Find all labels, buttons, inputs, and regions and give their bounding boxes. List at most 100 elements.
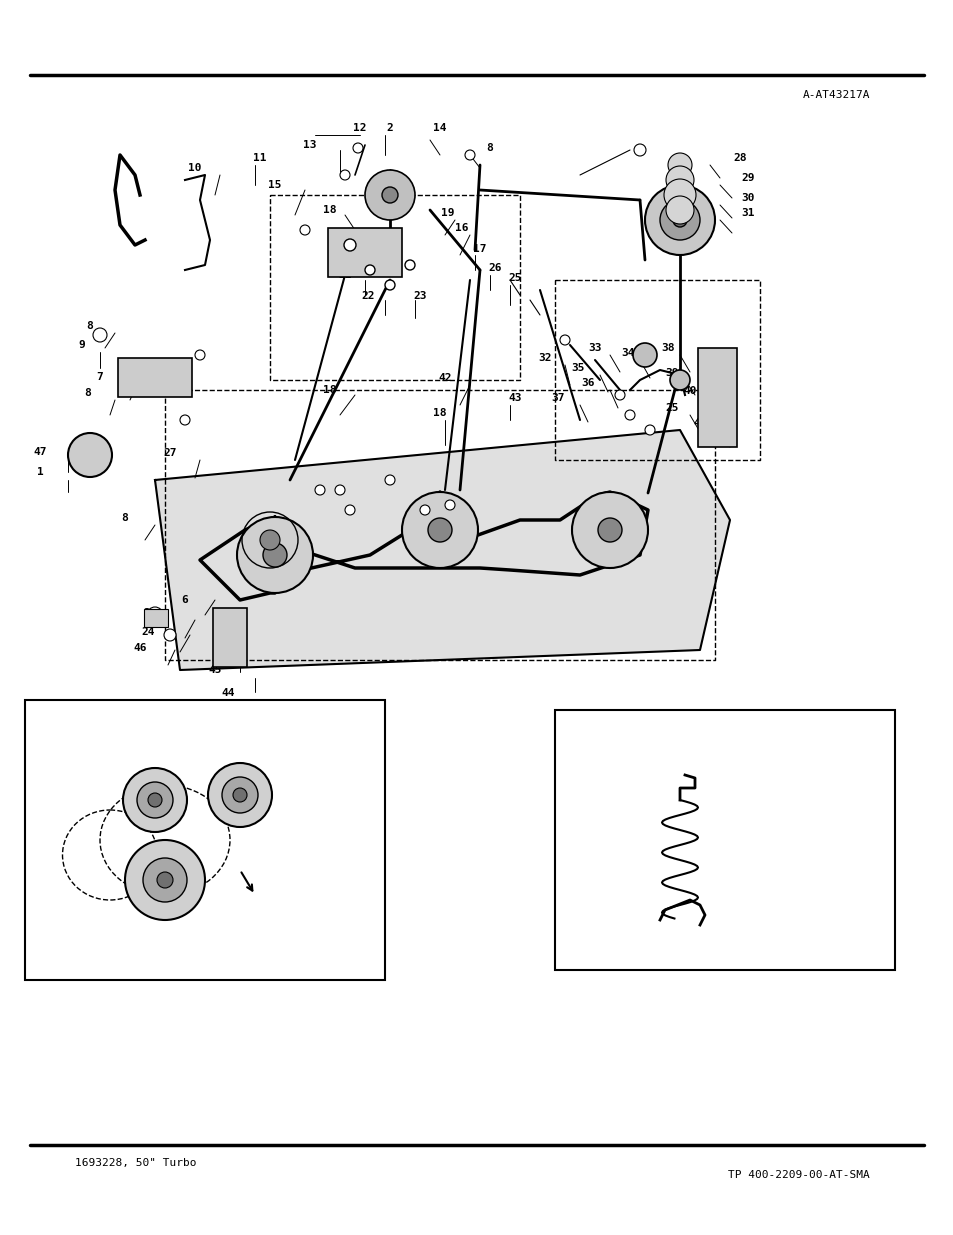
Text: 22: 22 (361, 291, 375, 301)
Text: 14: 14 (433, 124, 446, 133)
Circle shape (669, 370, 689, 390)
Text: TP 400-2209-00-AT-SMA: TP 400-2209-00-AT-SMA (727, 1170, 869, 1179)
Text: 30: 30 (740, 193, 754, 203)
Circle shape (68, 433, 112, 477)
Circle shape (634, 144, 645, 156)
Circle shape (123, 768, 187, 832)
FancyBboxPatch shape (118, 358, 192, 396)
Text: 8: 8 (121, 513, 129, 522)
Text: 24: 24 (141, 627, 154, 637)
FancyBboxPatch shape (698, 348, 737, 447)
Circle shape (598, 517, 621, 542)
Text: 47: 47 (33, 447, 47, 457)
Text: 25: 25 (664, 403, 678, 412)
FancyBboxPatch shape (328, 228, 401, 277)
Text: 32: 32 (537, 353, 551, 363)
Text: 16: 16 (455, 224, 468, 233)
Circle shape (559, 335, 569, 345)
FancyBboxPatch shape (555, 710, 894, 969)
Circle shape (663, 179, 696, 211)
Circle shape (615, 390, 624, 400)
Text: 20: 20 (343, 235, 356, 245)
Circle shape (667, 153, 691, 177)
Text: 29: 29 (740, 173, 754, 183)
Text: 18: 18 (323, 205, 336, 215)
Text: 37: 37 (551, 393, 564, 403)
Circle shape (385, 280, 395, 290)
Circle shape (365, 266, 375, 275)
FancyBboxPatch shape (213, 608, 247, 667)
Circle shape (444, 500, 455, 510)
Text: 46: 46 (133, 643, 147, 653)
Polygon shape (154, 430, 729, 671)
Circle shape (665, 165, 693, 194)
Text: 2: 2 (386, 124, 393, 133)
Circle shape (339, 170, 350, 180)
Text: 31: 31 (740, 207, 754, 219)
Circle shape (385, 475, 395, 485)
Circle shape (464, 149, 475, 161)
Text: 8: 8 (486, 143, 493, 153)
Text: 7: 7 (96, 372, 103, 382)
Circle shape (428, 517, 452, 542)
Circle shape (147, 606, 163, 622)
Text: 10: 10 (188, 163, 201, 173)
Text: 18: 18 (323, 385, 336, 395)
Text: 38: 38 (660, 343, 674, 353)
Text: 23: 23 (413, 291, 426, 301)
Circle shape (137, 782, 172, 818)
Circle shape (263, 543, 287, 567)
Text: 15: 15 (268, 180, 281, 190)
Text: 36: 36 (580, 378, 594, 388)
Text: 8: 8 (87, 321, 93, 331)
Text: 40: 40 (682, 387, 696, 396)
FancyBboxPatch shape (25, 700, 385, 981)
Text: 19: 19 (441, 207, 455, 219)
Circle shape (401, 492, 477, 568)
Text: 5: 5 (630, 722, 639, 737)
Text: 34: 34 (620, 348, 634, 358)
Circle shape (148, 793, 162, 806)
Circle shape (345, 505, 355, 515)
Circle shape (180, 415, 190, 425)
Text: 6: 6 (181, 595, 188, 605)
Circle shape (208, 763, 272, 827)
Circle shape (260, 530, 280, 550)
Text: 9: 9 (78, 340, 85, 350)
Text: 33: 33 (588, 343, 601, 353)
Circle shape (405, 261, 415, 270)
Circle shape (92, 329, 107, 342)
Text: 42: 42 (437, 373, 452, 383)
Circle shape (624, 410, 635, 420)
Text: 8: 8 (85, 388, 91, 398)
Text: 17: 17 (473, 245, 486, 254)
Text: 45: 45 (208, 664, 221, 676)
Circle shape (125, 840, 205, 920)
Circle shape (572, 492, 647, 568)
Circle shape (665, 196, 693, 224)
Text: 4: 4 (616, 853, 623, 867)
Circle shape (236, 517, 313, 593)
Text: 1693228, 50" Turbo: 1693228, 50" Turbo (75, 1158, 196, 1168)
Circle shape (672, 212, 686, 227)
Text: 3: 3 (151, 732, 159, 747)
Text: 26: 26 (488, 263, 501, 273)
Circle shape (659, 200, 700, 240)
Text: 25: 25 (508, 273, 521, 283)
Text: 11: 11 (253, 153, 267, 163)
Text: 43: 43 (508, 393, 521, 403)
Circle shape (353, 143, 363, 153)
Text: 28: 28 (733, 153, 746, 163)
Circle shape (365, 170, 415, 220)
Text: 25: 25 (143, 608, 156, 618)
Circle shape (633, 343, 657, 367)
Text: 1: 1 (36, 467, 43, 477)
Text: 21: 21 (338, 270, 352, 280)
Text: 44: 44 (221, 688, 234, 698)
Circle shape (381, 186, 397, 203)
Text: 27: 27 (163, 448, 176, 458)
Text: 41: 41 (693, 417, 706, 429)
Text: 18: 18 (433, 408, 446, 417)
Circle shape (222, 777, 257, 813)
Text: A-AT43217A: A-AT43217A (801, 90, 869, 100)
